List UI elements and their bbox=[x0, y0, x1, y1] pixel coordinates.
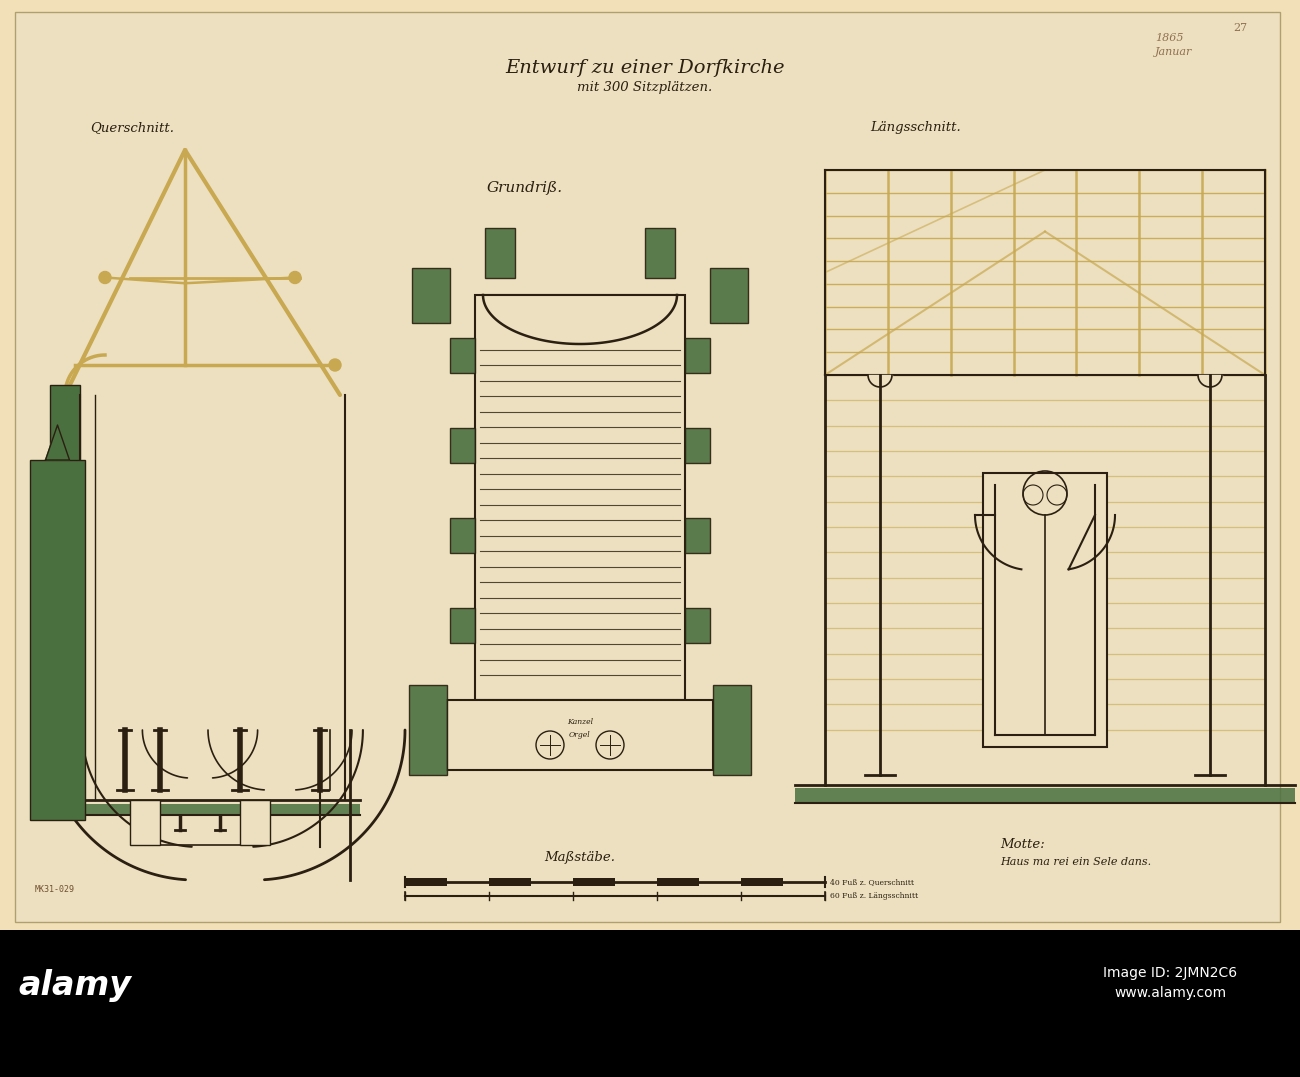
Text: Kanzel: Kanzel bbox=[567, 718, 593, 726]
Text: Längsschnitt.: Längsschnitt. bbox=[870, 122, 961, 135]
FancyBboxPatch shape bbox=[474, 295, 685, 700]
Text: Orgel: Orgel bbox=[569, 731, 592, 739]
FancyBboxPatch shape bbox=[240, 800, 270, 845]
FancyBboxPatch shape bbox=[685, 338, 710, 373]
Text: Januar: Januar bbox=[1154, 47, 1192, 57]
Text: Image ID: 2JMN2C6: Image ID: 2JMN2C6 bbox=[1102, 966, 1238, 980]
FancyBboxPatch shape bbox=[710, 268, 748, 323]
FancyBboxPatch shape bbox=[0, 931, 1300, 1077]
FancyBboxPatch shape bbox=[450, 518, 474, 553]
Circle shape bbox=[329, 359, 341, 370]
FancyBboxPatch shape bbox=[573, 878, 615, 886]
Text: MK31-029: MK31-029 bbox=[35, 885, 75, 895]
FancyBboxPatch shape bbox=[450, 428, 474, 463]
FancyBboxPatch shape bbox=[685, 428, 710, 463]
FancyBboxPatch shape bbox=[130, 800, 160, 845]
Text: Haus ma rei ein Sele dans.: Haus ma rei ein Sele dans. bbox=[1000, 857, 1150, 867]
FancyBboxPatch shape bbox=[712, 685, 751, 775]
Text: alamy: alamy bbox=[18, 968, 131, 1002]
Text: 27: 27 bbox=[1232, 23, 1247, 33]
Text: 40 Fuß z. Querschnitt: 40 Fuß z. Querschnitt bbox=[829, 878, 914, 886]
Circle shape bbox=[99, 271, 110, 283]
Text: www.alamy.com: www.alamy.com bbox=[1114, 987, 1226, 1001]
FancyBboxPatch shape bbox=[741, 878, 783, 886]
Circle shape bbox=[289, 271, 302, 283]
FancyBboxPatch shape bbox=[412, 268, 450, 323]
Text: 60 Fuß z. Längsschnitt: 60 Fuß z. Längsschnitt bbox=[829, 892, 918, 900]
FancyBboxPatch shape bbox=[46, 475, 65, 595]
FancyBboxPatch shape bbox=[450, 609, 474, 643]
Text: 1865: 1865 bbox=[1154, 33, 1183, 43]
FancyBboxPatch shape bbox=[489, 878, 530, 886]
FancyBboxPatch shape bbox=[450, 338, 474, 373]
FancyBboxPatch shape bbox=[685, 518, 710, 553]
Circle shape bbox=[536, 731, 564, 759]
FancyBboxPatch shape bbox=[30, 460, 84, 820]
FancyBboxPatch shape bbox=[656, 878, 699, 886]
FancyBboxPatch shape bbox=[485, 228, 515, 278]
FancyBboxPatch shape bbox=[983, 473, 1108, 747]
FancyBboxPatch shape bbox=[410, 685, 447, 775]
Text: Maßstäbe.: Maßstäbe. bbox=[545, 852, 615, 865]
FancyBboxPatch shape bbox=[685, 609, 710, 643]
Text: Motte:: Motte: bbox=[1000, 839, 1045, 852]
FancyBboxPatch shape bbox=[645, 228, 675, 278]
Text: Entwurf zu einer Dorfkirche: Entwurf zu einer Dorfkirche bbox=[506, 59, 785, 76]
Text: Grundriß.: Grundriß. bbox=[488, 181, 563, 195]
Text: Querschnitt.: Querschnitt. bbox=[90, 122, 174, 135]
Polygon shape bbox=[484, 295, 677, 344]
Text: mit 300 Sitzplätzen.: mit 300 Sitzplätzen. bbox=[577, 82, 712, 95]
FancyBboxPatch shape bbox=[49, 384, 81, 800]
FancyBboxPatch shape bbox=[406, 878, 447, 886]
FancyBboxPatch shape bbox=[16, 12, 1280, 922]
FancyBboxPatch shape bbox=[796, 788, 1295, 805]
FancyBboxPatch shape bbox=[447, 700, 712, 770]
Polygon shape bbox=[46, 425, 69, 460]
FancyBboxPatch shape bbox=[49, 805, 360, 816]
Circle shape bbox=[595, 731, 624, 759]
